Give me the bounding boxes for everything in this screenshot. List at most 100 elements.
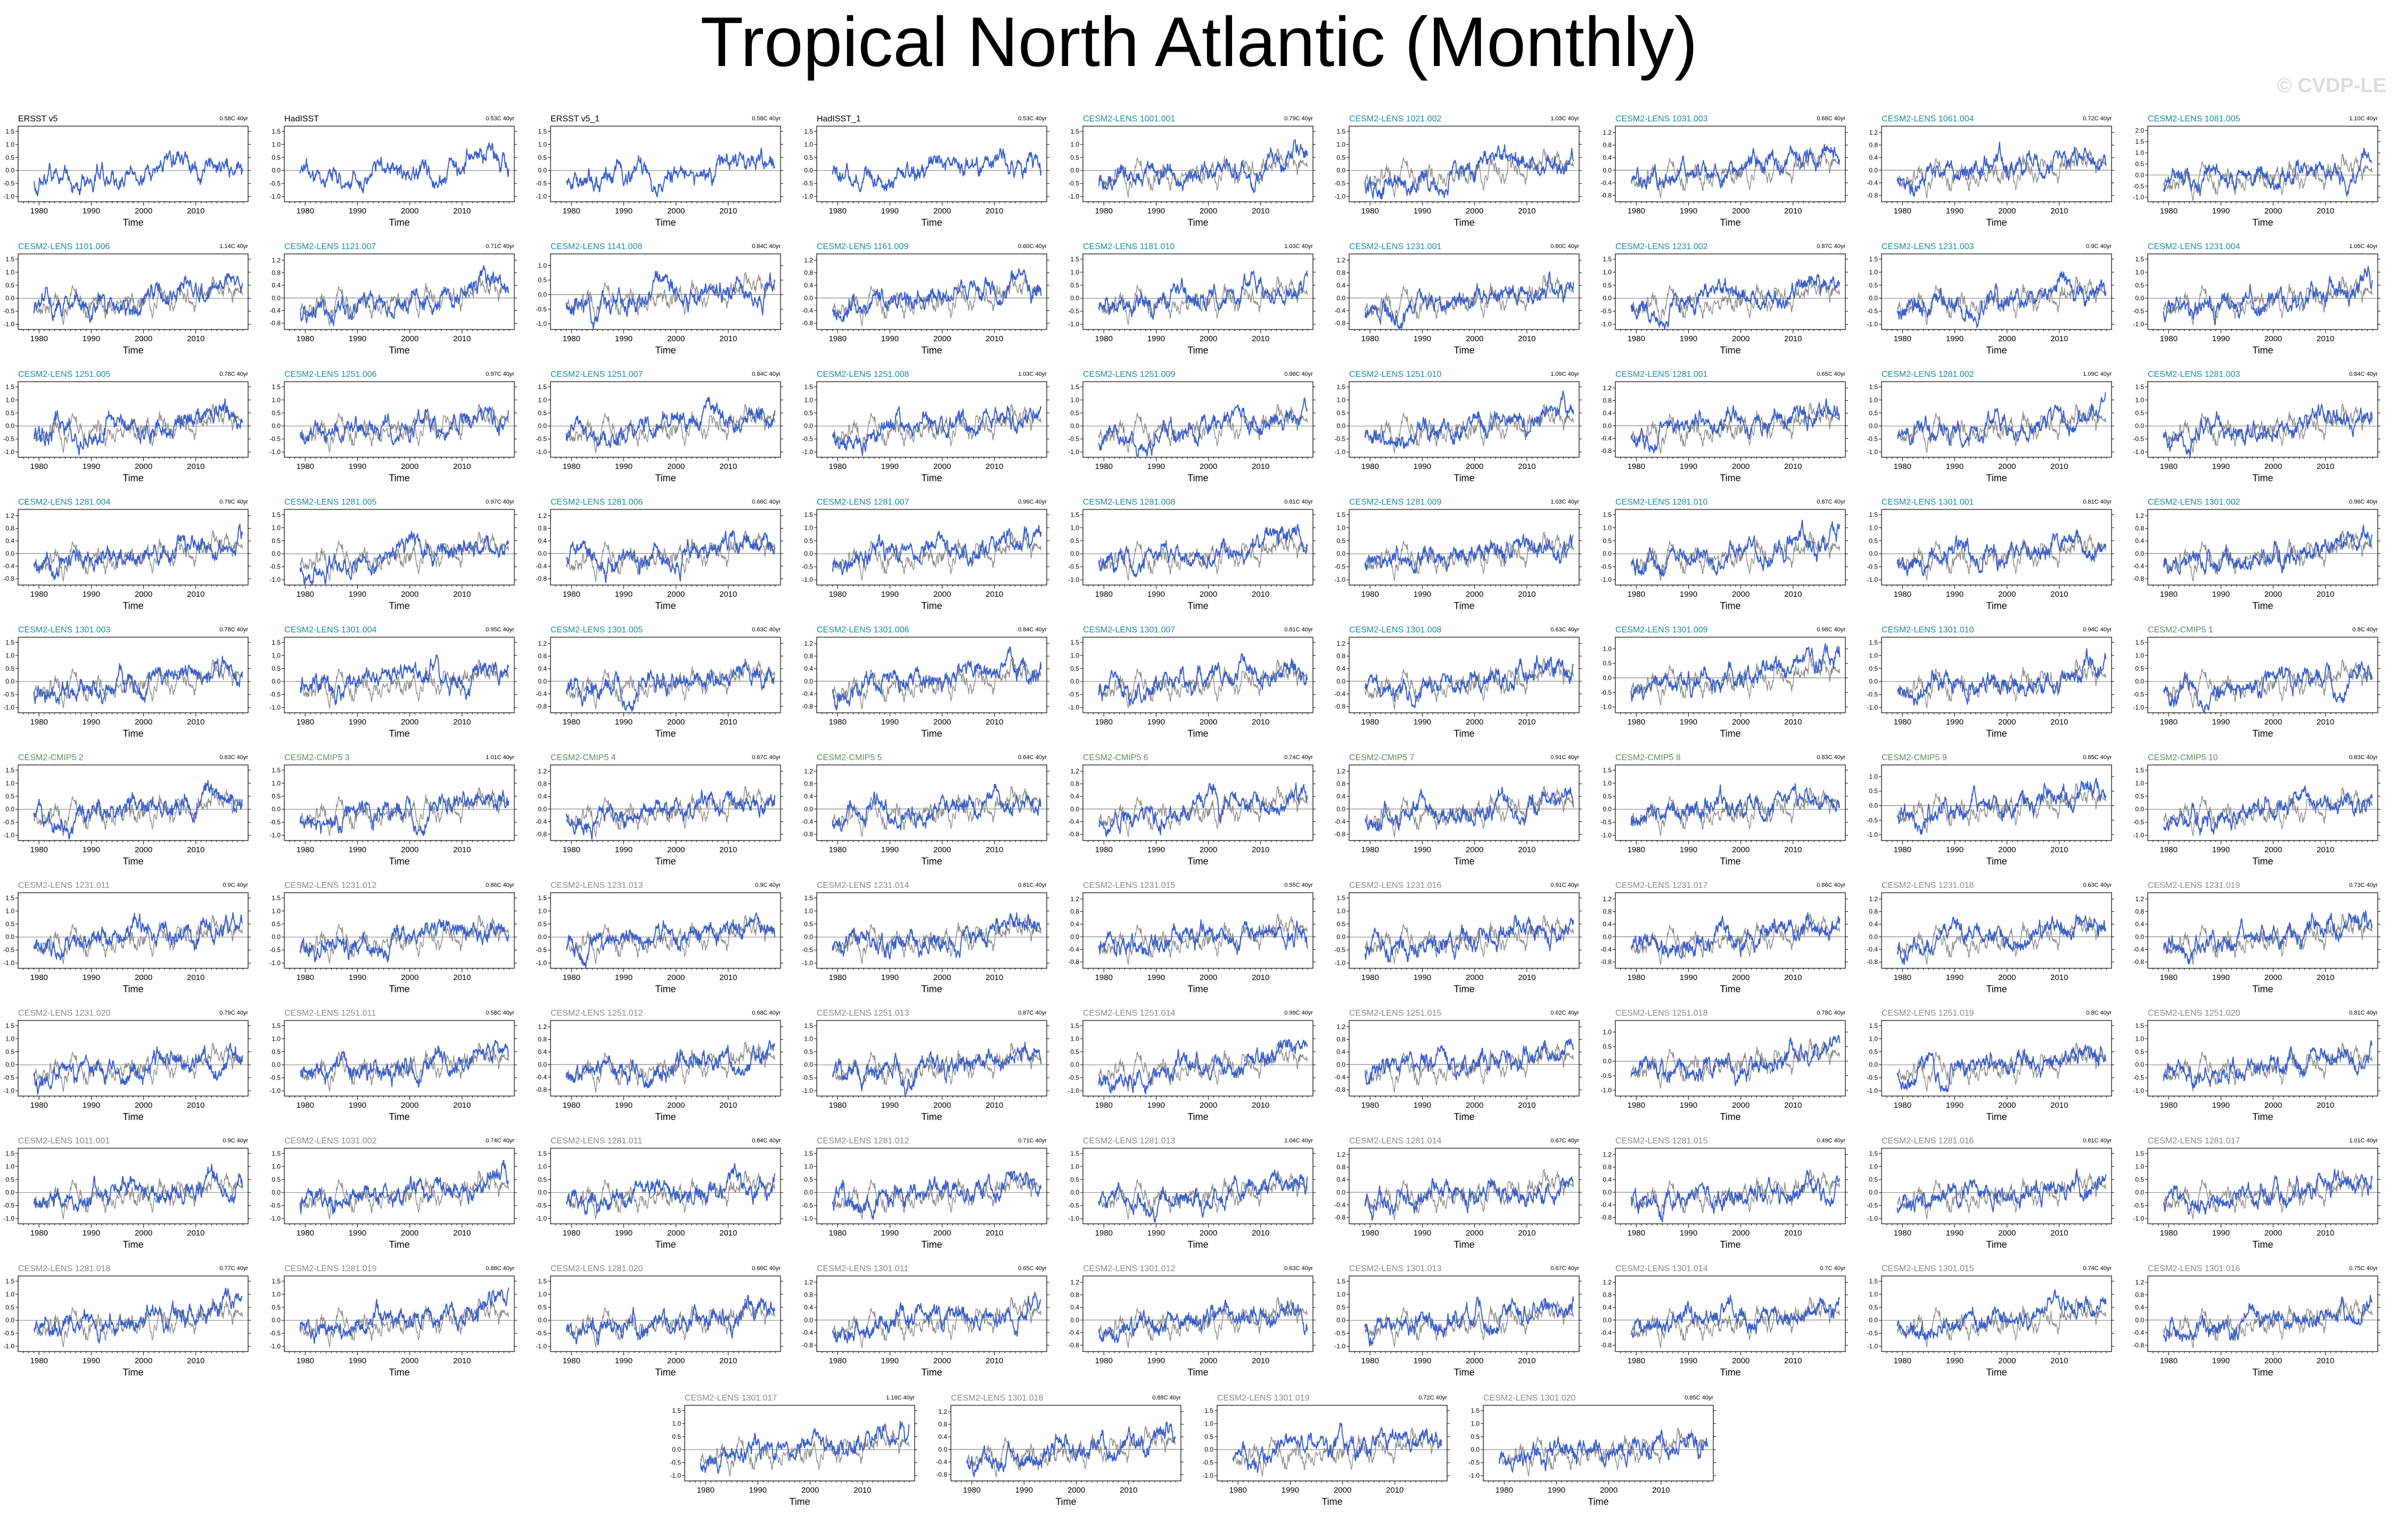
x-tick-label: 1990 bbox=[881, 590, 899, 599]
y-tick-label: 1.0 bbox=[5, 779, 14, 787]
obs-series-line bbox=[33, 787, 243, 836]
y-tick-label: 0.0 bbox=[538, 291, 547, 298]
x-tick-label: 2010 bbox=[187, 973, 204, 982]
plot-frame bbox=[816, 892, 1047, 969]
x-axis-title: Time bbox=[1720, 728, 1740, 739]
y-tick-label: 0.5 bbox=[5, 282, 14, 289]
x-tick-label: 1990 bbox=[615, 462, 633, 471]
model-series-line bbox=[299, 406, 510, 446]
x-tick-label: 2000 bbox=[1732, 462, 1750, 471]
chart-panel: CESM2-LENS 1231.017 0.86C 40yr 1.2 0.8 0.4 0.… bbox=[1597, 881, 1853, 1006]
panel-title: CESM2-LENS 1231.019 bbox=[2148, 881, 2240, 890]
y-tick-label: 0.0 bbox=[1869, 933, 1878, 941]
panel-plot: 1.5 1.0 0.5 0.0 -0.5 -1.0 1980 1990 2000 2010 Time bbox=[1334, 381, 1582, 483]
y-tick-label: 1.0 bbox=[538, 907, 547, 915]
y-tick-label: 0.0 bbox=[1603, 550, 1612, 557]
y-tick-label: 1.2 bbox=[1603, 384, 1612, 392]
x-tick-label: 2000 bbox=[401, 1101, 418, 1110]
y-tick-label: 0.0 bbox=[5, 805, 14, 813]
y-tick-label: 0.0 bbox=[5, 294, 14, 302]
chart-panel: CESM2-LENS 1231.019 0.73C 40yr 1.2 0.8 0.4 0.… bbox=[2130, 881, 2385, 1006]
panel-plot: 1.5 1.0 0.5 0.0 -0.5 -1.0 1980 1990 2000 2010 Time bbox=[1068, 381, 1316, 483]
model-series-line bbox=[1364, 390, 1574, 449]
x-axis-title: Time bbox=[122, 1111, 143, 1122]
y-tick-label: 0.5 bbox=[1603, 282, 1612, 289]
x-tick-label: 1980 bbox=[2160, 462, 2178, 471]
y-tick-label: -0.5 bbox=[3, 1074, 14, 1082]
x-tick-label: 1980 bbox=[2160, 590, 2178, 599]
y-tick-label: 0.5 bbox=[1070, 409, 1079, 417]
chart-panel: CESM2-CMIP5 7 0.91C 40yr 1.2 0.8 0.4 0.0 -0.4 -… bbox=[1331, 753, 1587, 878]
y-tick-label: 1.2 bbox=[804, 257, 813, 264]
model-series-line bbox=[299, 142, 510, 194]
x-tick-label: 1990 bbox=[349, 334, 366, 343]
x-tick-label: 2010 bbox=[1252, 334, 1269, 343]
y-tick-label: -1.0 bbox=[1068, 1087, 1079, 1094]
y-tick-label: 0.0 bbox=[1869, 294, 1878, 302]
model-series-line bbox=[832, 784, 1042, 832]
x-tick-label: 2000 bbox=[1466, 845, 1483, 854]
y-tick-label: -1.0 bbox=[2133, 704, 2144, 711]
y-tick-label: 1.0 bbox=[1603, 268, 1612, 276]
y-tick-label: -1.0 bbox=[802, 959, 813, 967]
x-axis-title: Time bbox=[2252, 984, 2273, 994]
panel-title: CESM2-LENS 1231.004 bbox=[2148, 242, 2240, 251]
x-tick-label: 2010 bbox=[1252, 462, 1269, 471]
chart-panel: CESM2-LENS 1281.001 0.65C 40yr 1.2 0.8 0.4 0.… bbox=[1597, 370, 1853, 495]
model-series-line bbox=[1896, 271, 2107, 328]
panel-title: CESM2-LENS 1251.006 bbox=[284, 370, 377, 379]
x-tick-label: 2000 bbox=[1732, 845, 1750, 854]
panel-plot: 1.5 1.0 0.5 0.0 -0.5 -1.0 1980 1990 2000 2010 Time bbox=[269, 126, 517, 228]
x-tick-label: 1990 bbox=[1680, 973, 1697, 982]
y-tick-label: -0.5 bbox=[2133, 691, 2144, 698]
x-tick-label: 1990 bbox=[1414, 718, 1431, 727]
y-tick-label: -1.0 bbox=[269, 576, 281, 583]
x-tick-label: 1990 bbox=[2212, 590, 2230, 599]
x-tick-label: 2010 bbox=[1518, 590, 1535, 599]
obs-series-line bbox=[832, 275, 1042, 326]
panel-trend-label: 0.73C 40yr bbox=[2349, 882, 2378, 888]
y-tick-label: -0.5 bbox=[536, 180, 547, 187]
y-tick-label: -0.5 bbox=[1068, 180, 1079, 187]
panel-plot: 1.5 1.0 0.5 0.0 -0.5 -1.0 1980 1990 2000 2010 Time bbox=[1600, 509, 1848, 611]
y-tick-label: 0.0 bbox=[804, 1061, 813, 1068]
x-tick-label: 1980 bbox=[829, 334, 847, 343]
y-tick-label: 0.5 bbox=[272, 154, 281, 161]
x-tick-label: 2010 bbox=[2317, 590, 2334, 599]
panel-trend-label: 0.83C 40yr bbox=[219, 754, 248, 761]
y-tick-label: -1.0 bbox=[3, 831, 14, 839]
x-tick-label: 2010 bbox=[1784, 334, 1802, 343]
model-series-line bbox=[832, 912, 1041, 960]
x-tick-label: 1980 bbox=[1095, 973, 1113, 982]
y-tick-label: 1.5 bbox=[5, 383, 14, 391]
y-tick-label: 0.5 bbox=[5, 409, 14, 417]
model-series-line bbox=[300, 654, 510, 705]
panel-title: HadISST bbox=[284, 114, 319, 123]
panel-plot: 1.5 1.0 0.5 0.0 -0.5 -1.0 1980 1990 2000 2010 Time bbox=[3, 892, 251, 994]
x-tick-label: 2010 bbox=[187, 845, 204, 854]
panel-trend-label: 0.86C 40yr bbox=[1817, 882, 1845, 888]
x-axis-title: Time bbox=[2252, 856, 2273, 867]
y-tick-label: 1.5 bbox=[1070, 256, 1079, 263]
y-tick-label: 0.0 bbox=[5, 933, 14, 941]
x-tick-label: 1980 bbox=[1628, 334, 1645, 343]
y-tick-label: -0.5 bbox=[536, 946, 547, 954]
panel-plot: 1.2 0.8 0.4 0.0 -0.4 -0.8 1980 1990 2000 2010 Time bbox=[1867, 126, 2114, 228]
x-tick-label: 2010 bbox=[2317, 973, 2334, 982]
y-tick-label: -0.8 bbox=[1068, 958, 1079, 966]
panel-title: CESM2-LENS 1121.007 bbox=[284, 242, 376, 251]
chart-panel: CESM2-CMIP5 4 0.67C 40yr 1.2 0.8 0.4 0.0 -0.4 -… bbox=[532, 753, 788, 878]
y-tick-label: 1.5 bbox=[1070, 639, 1079, 646]
panel-plot: 1.5 1.0 0.5 0.0 -0.5 -1.0 1980 1990 2000 2010 Time bbox=[269, 892, 517, 994]
panel-title: CESM2-LENS 1231.015 bbox=[1083, 881, 1176, 890]
y-tick-label: -0.5 bbox=[1867, 563, 1878, 571]
y-tick-label: 0.8 bbox=[1603, 908, 1612, 916]
x-tick-label: 1980 bbox=[1095, 718, 1113, 727]
panel-plot: 1.5 1.0 0.5 0.0 -0.5 -1.0 1980 1990 2000 2010 Time bbox=[3, 253, 251, 356]
x-axis-title: Time bbox=[655, 728, 676, 739]
panel-trend-label: 0.98C 40yr bbox=[1284, 371, 1313, 377]
y-tick-label: 1.2 bbox=[538, 512, 547, 520]
x-tick-label: 1980 bbox=[297, 207, 314, 216]
panel-trend-label: 0.87C 40yr bbox=[1817, 243, 1845, 250]
x-tick-label: 2010 bbox=[453, 334, 471, 343]
